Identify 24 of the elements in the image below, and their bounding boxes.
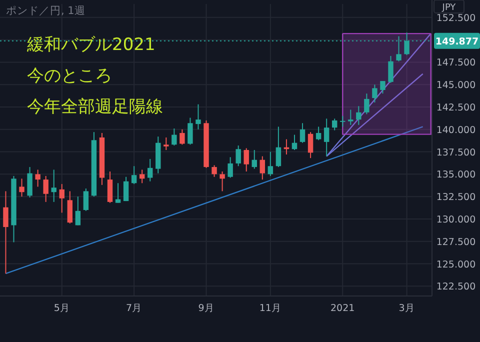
y-tick-label: 130.000 [436,214,476,226]
y-tick-label: 122.500 [436,282,476,293]
x-tick-label: 5月 [54,303,70,314]
ref-line-label: 149.877 [435,36,479,48]
y-tick-label: 145.000 [436,80,476,92]
x-tick-label: 11月 [259,303,282,314]
y-tick-label: 137.500 [436,147,476,158]
y-tick-label: 140.000 [436,124,476,136]
annotation: 今のところ [27,66,112,86]
annotation: 今年全部週足陽線 [27,97,163,117]
y-axis-title: JPY [441,3,456,13]
x-tick-label: 2021 [330,303,355,314]
y-tick-label: 132.500 [436,192,476,204]
chart-title: ポンド／円, 1週 [6,5,86,17]
x-tick-label: 7月 [126,303,142,314]
annotation: 緩和バブル2021 [26,35,156,55]
y-tick-label: 135.000 [436,170,476,181]
x-tick-label: 3月 [398,303,415,314]
y-tick-label: 125.000 [436,259,476,270]
y-tick-label: 127.500 [436,236,476,248]
x-tick-label: 9月 [198,303,214,314]
y-tick-label: 147.500 [436,58,476,69]
y-tick-label: 142.500 [436,102,476,114]
y-tick-label: 152.500 [436,12,476,24]
